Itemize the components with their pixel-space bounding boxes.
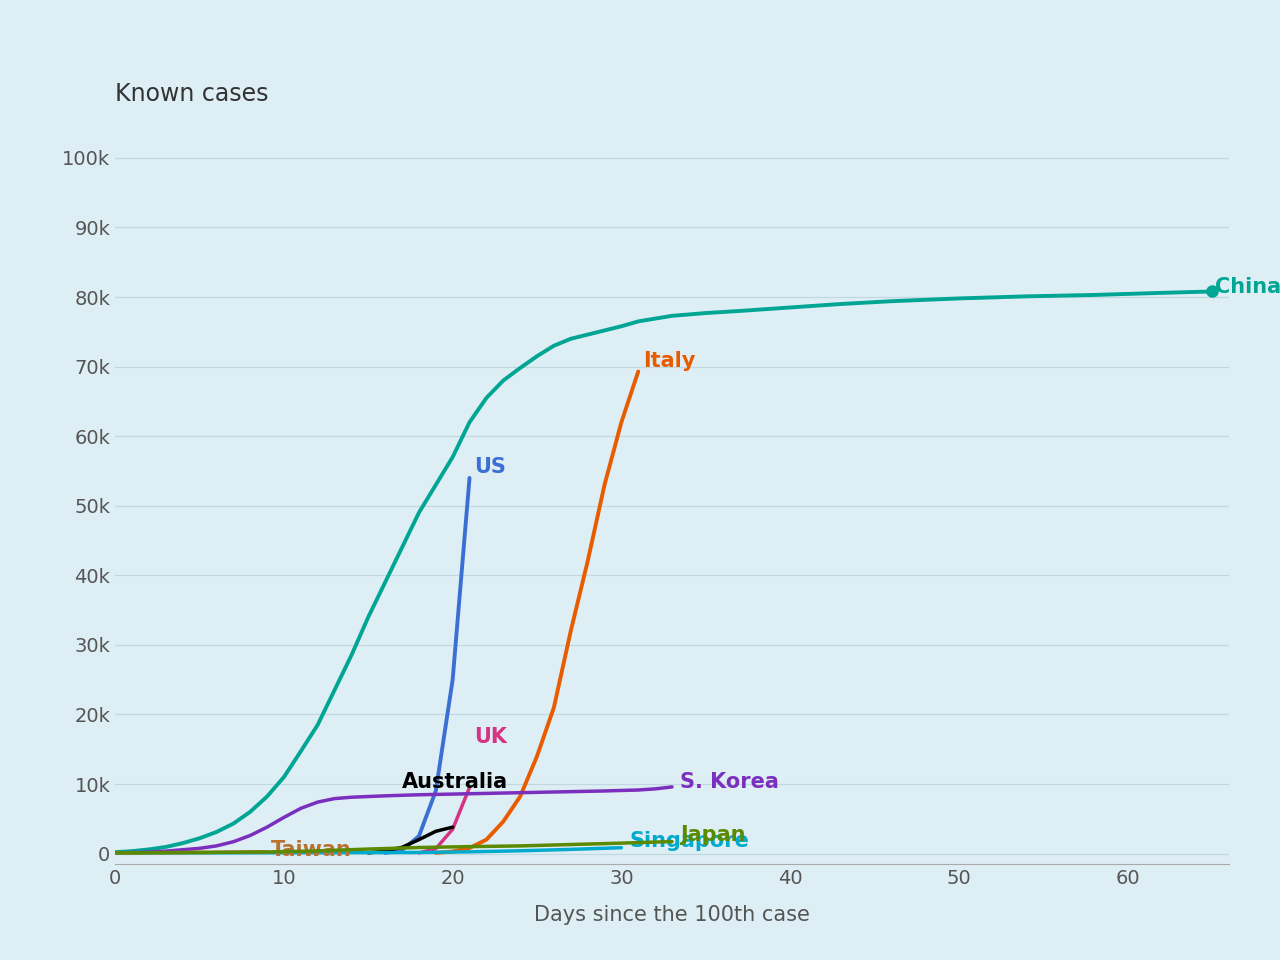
Text: China: China — [1215, 276, 1280, 297]
Text: Known cases: Known cases — [115, 82, 269, 106]
Text: Japan: Japan — [681, 826, 746, 846]
Text: S. Korea: S. Korea — [681, 772, 780, 792]
Text: Australia: Australia — [402, 772, 508, 792]
Text: Italy: Italy — [644, 351, 696, 372]
X-axis label: Days since the 100th case: Days since the 100th case — [534, 904, 810, 924]
Text: Singapore: Singapore — [630, 831, 750, 852]
Text: UK: UK — [475, 727, 508, 747]
Text: Taiwan: Taiwan — [270, 840, 351, 860]
Text: US: US — [475, 458, 507, 477]
